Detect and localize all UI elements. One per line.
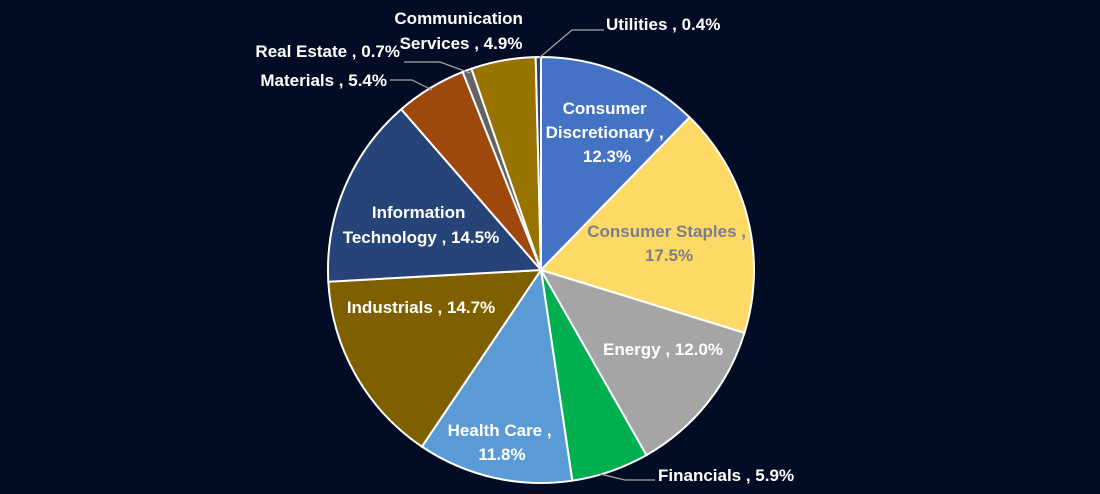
pie-slice-information-technology <box>327 107 544 283</box>
label-real-estate: Real Estate , 0.7% <box>255 42 400 61</box>
pie-slice-consumer-discretionary <box>540 55 692 273</box>
label-consumer-staples: Consumer Staples , 17.5% <box>587 222 750 265</box>
data-labels: Consumer Discretionary , 12.3% Consumer … <box>255 9 794 485</box>
pie-slices <box>327 55 755 484</box>
pie-slice-energy <box>538 268 746 457</box>
pie-slice-consumer-staples <box>539 115 755 335</box>
label-consumer-discretionary: Consumer Discretionary , 12.3% <box>546 99 669 166</box>
label-industrials: Industrials , 14.7% <box>347 298 495 317</box>
label-energy: Energy , 12.0% <box>603 340 723 359</box>
label-communication-services: Communication Services , 4.9% <box>394 9 527 53</box>
leader-lines <box>390 29 655 481</box>
label-utilities: Utilities , 0.4% <box>606 15 720 34</box>
pie-slice-industrials <box>327 268 543 449</box>
label-health-care: Health Care , 11.8% <box>448 421 557 464</box>
pie-slice-health-care <box>420 267 574 484</box>
label-information-technology: Information Technology , 14.5% <box>343 203 500 247</box>
label-financials: Financials , 5.9% <box>658 466 794 485</box>
label-materials: Materials , 5.4% <box>260 71 387 90</box>
